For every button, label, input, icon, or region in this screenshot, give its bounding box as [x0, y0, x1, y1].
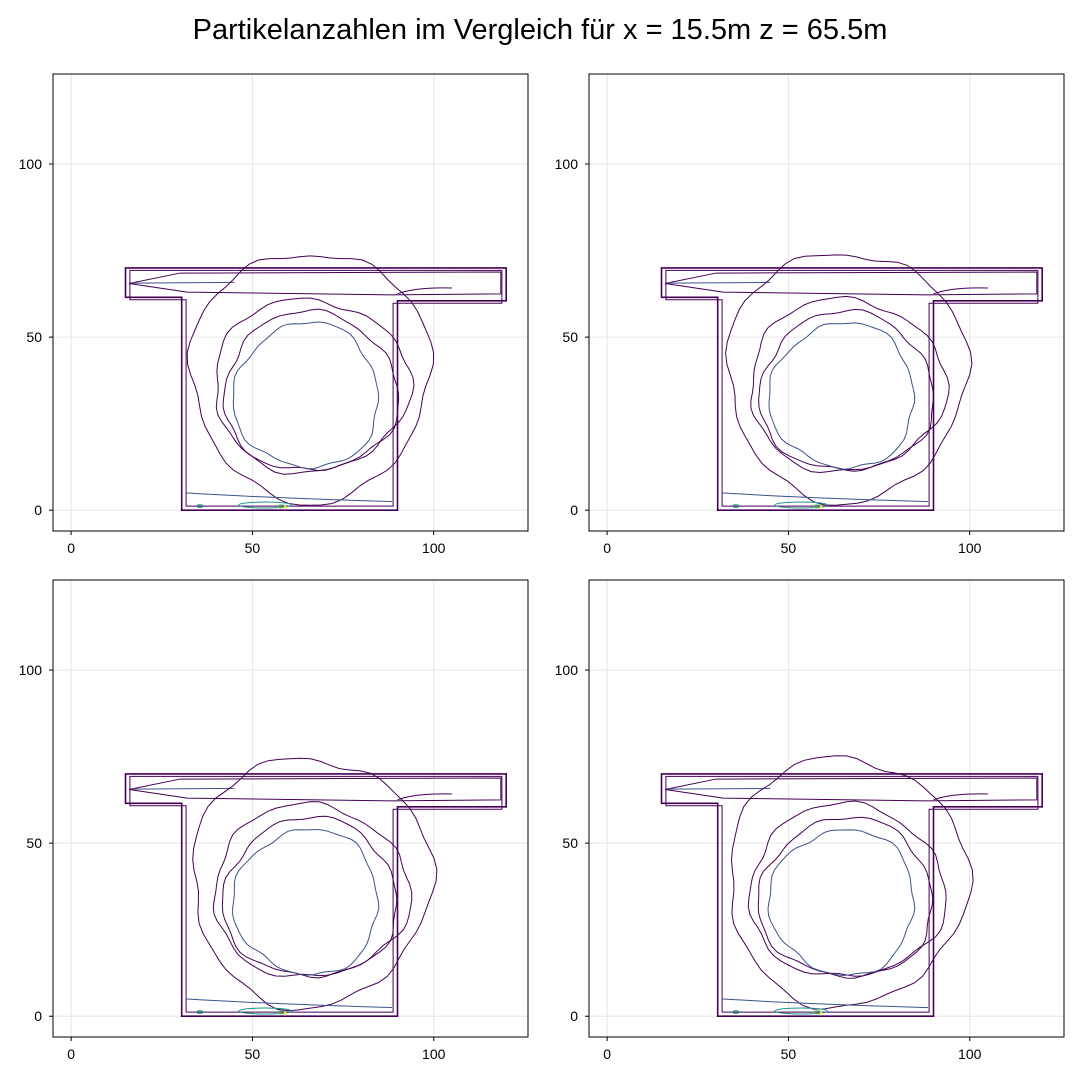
x-tick-label: 100 — [422, 540, 446, 556]
panel-bottom-right: 0 50 100 0 50 100 — [555, 579, 1065, 1062]
x-tick-label: 100 — [958, 540, 982, 556]
circulation-ring-contour — [750, 295, 950, 474]
bottom-hotspot-peak — [819, 1011, 823, 1015]
y-tick-label: 100 — [19, 156, 43, 172]
circulation-ring-contour — [215, 297, 415, 475]
panel-bottom-left: 0 50 100 0 50 100 — [19, 579, 529, 1062]
circulation-ring-contour — [730, 755, 974, 1010]
domain-outline-contour — [660, 773, 1043, 1018]
bottom-hotspot-contour — [238, 1007, 292, 1015]
circulation-ring-contour — [757, 816, 934, 979]
circulation-ring-contour — [758, 308, 934, 472]
axes-frame — [52, 579, 529, 1038]
circulation-ring-contour — [222, 308, 400, 472]
circulation-ring-contour — [747, 800, 947, 977]
channel-jet-contour — [668, 281, 771, 284]
corner-hotspot-contour — [732, 1010, 740, 1014]
channel-contour — [129, 777, 502, 802]
y-tick-label: 100 — [555, 662, 579, 678]
panel-top-left: 0 50 100 0 50 100 — [19, 73, 529, 556]
axes-frame — [588, 73, 1065, 532]
figure-title: Partikelanzahlen im Vergleich für x = 15… — [192, 14, 888, 46]
x-tick-label: 0 — [603, 540, 611, 556]
domain-outline-contour — [660, 267, 1043, 512]
domain-outline-contour — [124, 773, 508, 1018]
channel-outlet-contour — [933, 287, 988, 295]
bottom-wall-contour — [721, 998, 929, 1009]
bottom-hotspot-peak — [283, 1011, 287, 1015]
circulation-ring-contour — [221, 815, 398, 979]
bottom-hotspot-peak — [283, 505, 287, 509]
circulation-ring-contour — [186, 255, 435, 506]
x-tick-label: 50 — [245, 1046, 261, 1062]
channel-outlet-contour — [397, 287, 452, 295]
x-tick-label: 100 — [958, 1046, 982, 1062]
channel-outlet-contour — [933, 793, 988, 801]
x-tick-label: 0 — [603, 1046, 611, 1062]
corner-hotspot-contour — [196, 1010, 204, 1014]
y-tick-label: 100 — [19, 662, 43, 678]
y-tick-label: 0 — [570, 502, 578, 518]
x-tick-label: 0 — [67, 540, 75, 556]
circulation-ring-contour — [192, 757, 438, 1012]
domain-outline-contour — [665, 269, 1039, 507]
corner-hotspot-contour — [732, 504, 740, 508]
y-tick-label: 50 — [26, 835, 42, 851]
circulation-ring-contour — [232, 829, 380, 976]
channel-outlet-contour — [397, 793, 452, 801]
y-tick-label: 100 — [555, 156, 579, 172]
x-tick-label: 50 — [781, 1046, 797, 1062]
corner-hotspot-contour — [196, 504, 204, 508]
bottom-hotspot-contour — [774, 1007, 828, 1015]
axes-frame — [588, 579, 1065, 1038]
bottom-wall-contour — [185, 998, 393, 1009]
domain-outline-contour — [665, 775, 1039, 1013]
domain-outline-contour — [124, 267, 508, 512]
channel-contour — [665, 271, 1038, 296]
channel-jet-contour — [132, 787, 235, 790]
x-tick-label: 0 — [67, 1046, 75, 1062]
bottom-wall-contour — [185, 492, 393, 503]
circulation-ring-contour — [232, 321, 380, 470]
channel-jet-contour — [132, 281, 235, 284]
channel-jet-contour — [668, 787, 771, 790]
y-tick-label: 50 — [562, 835, 578, 851]
y-tick-label: 0 — [570, 1008, 578, 1024]
channel-contour — [665, 777, 1038, 802]
y-tick-label: 50 — [562, 329, 578, 345]
circulation-ring-contour — [768, 322, 916, 470]
x-tick-label: 50 — [245, 540, 261, 556]
panel-top-right: 0 50 100 0 50 100 — [555, 73, 1065, 556]
y-tick-label: 0 — [34, 502, 42, 518]
circulation-ring-contour — [767, 829, 916, 977]
bottom-hotspot-contour — [774, 501, 828, 509]
domain-outline-contour — [129, 775, 503, 1013]
circulation-ring-contour — [725, 254, 973, 506]
channel-contour — [129, 271, 502, 296]
axes-frame — [52, 73, 529, 532]
x-tick-label: 50 — [781, 540, 797, 556]
y-tick-label: 50 — [26, 329, 42, 345]
bottom-wall-contour — [721, 492, 929, 503]
x-tick-label: 100 — [422, 1046, 446, 1062]
bottom-hotspot-peak — [819, 505, 823, 509]
bottom-hotspot-contour — [238, 501, 292, 509]
y-tick-label: 0 — [34, 1008, 42, 1024]
domain-outline-contour — [129, 269, 503, 507]
